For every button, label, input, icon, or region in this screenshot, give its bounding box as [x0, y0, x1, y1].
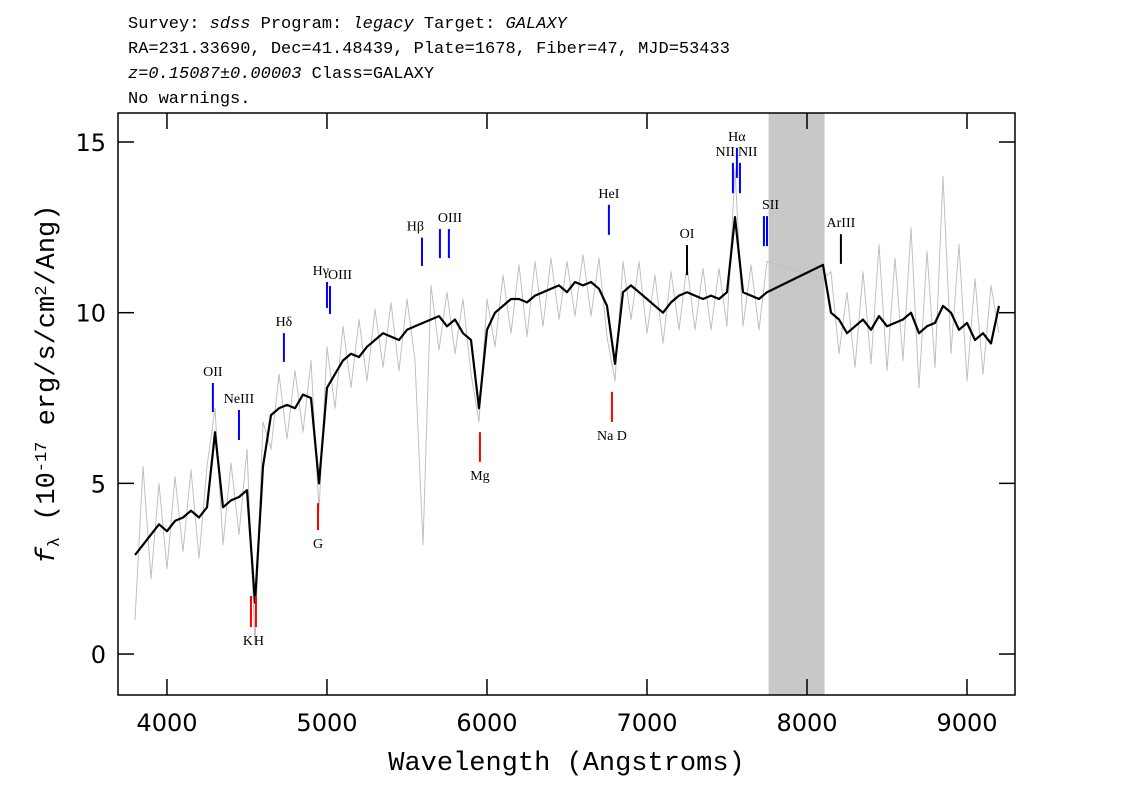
masked-region [768, 113, 825, 695]
line-label: OIII [328, 268, 352, 283]
header-segment: Program: [250, 15, 352, 34]
line-label: OII [203, 365, 223, 380]
header-segment: RA=231.33690, Dec=41.48439, Plate=1678, … [128, 40, 730, 59]
line-label: H [254, 634, 264, 649]
y-tick-label: 10 [75, 300, 106, 328]
header-segment: legacy [352, 15, 414, 34]
x-axis-label: Wavelength (Angstroms) [388, 749, 744, 779]
header-segment: Class=GALAXY [301, 65, 434, 84]
y-label-segment: -17 [33, 442, 52, 473]
line-label: SII [762, 198, 779, 213]
y-tick-label: 15 [75, 129, 106, 157]
y-label-segment: 2 [33, 286, 52, 296]
plot-area [134, 113, 1001, 695]
line-label: NII [715, 145, 735, 160]
y-axis-label: fλ (10-17 erg/s/cm2/Ang) [33, 205, 66, 564]
x-tick-label: 5000 [296, 709, 357, 737]
header-segment: No warnings. [128, 90, 250, 109]
line-label: Mg [470, 469, 489, 484]
line-label: Hα [728, 130, 746, 145]
y-label-segment: λ [46, 537, 65, 547]
line-label: Hβ [407, 220, 424, 235]
x-tick-label: 9000 [936, 709, 997, 737]
x-tick-label: 7000 [616, 709, 677, 737]
header-segment: GALAXY [506, 15, 569, 34]
plot-frame [117, 112, 1016, 696]
x-tick-label: 4000 [136, 709, 197, 737]
line-label: OI [680, 227, 695, 242]
header-line: RA=231.33690, Dec=41.48439, Plate=1678, … [128, 40, 730, 59]
header-segment: Target: [414, 15, 506, 34]
line-label: K [243, 634, 253, 649]
line-label: HeI [598, 187, 619, 202]
line-label: G [313, 537, 323, 552]
line-label: NeIII [224, 392, 255, 407]
line-label: Hγ [313, 264, 329, 279]
line-label: ArIII [827, 216, 856, 231]
header-line: Survey: sdss Program: legacy Target: GAL… [128, 15, 569, 34]
line-label: Na D [597, 429, 627, 444]
spectrum-line [134, 168, 1000, 645]
line-label: Hδ [276, 315, 293, 330]
header-segment: Survey: [128, 15, 210, 34]
line-label: OIII [438, 211, 462, 226]
header-line: No warnings. [128, 90, 250, 109]
y-tick-label: 0 [91, 641, 106, 669]
x-tick-label: 8000 [776, 709, 837, 737]
y-tick-label: 5 [91, 470, 106, 498]
y-label-segment: /Ang) [33, 205, 63, 286]
header-line: z=0.15087±0.00003 Class=GALAXY [128, 65, 434, 84]
spectrum-line [134, 216, 1001, 604]
x-tick-label: 6000 [456, 709, 517, 737]
line-label: NII [738, 145, 758, 160]
y-label-segment: f [33, 546, 63, 563]
header: Survey: sdss Program: legacy Target: GAL… [128, 15, 730, 109]
y-label-segment: erg/s/cm [33, 296, 63, 442]
header-segment: z=0.15087±0.00003 [128, 65, 301, 84]
header-segment: sdss [210, 15, 251, 34]
y-label-segment: (10 [33, 472, 63, 537]
